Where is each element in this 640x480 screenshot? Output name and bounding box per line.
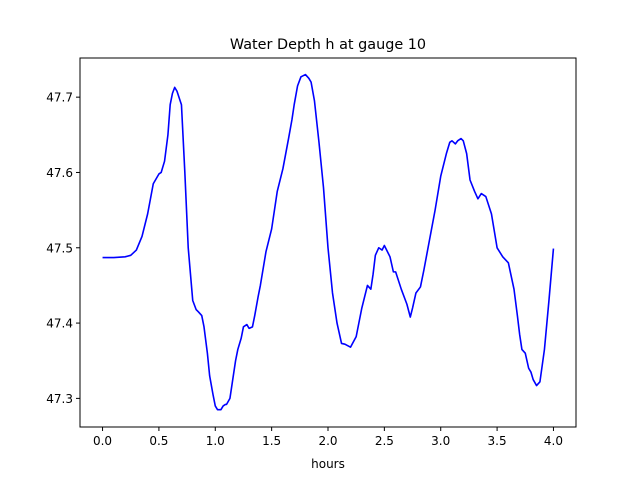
x-tick-label: 3.0	[431, 434, 450, 448]
x-tick-label: 4.0	[544, 434, 563, 448]
x-tick-label: 3.5	[488, 434, 507, 448]
x-tick-label: 2.5	[375, 434, 394, 448]
y-tick-label: 47.5	[46, 241, 73, 255]
x-tick-label: 1.5	[262, 434, 281, 448]
chart-title: Water Depth h at gauge 10	[230, 37, 426, 53]
x-tick-label: 2.0	[318, 434, 337, 448]
series-group	[102, 73, 555, 411]
x-tick-label: 1.0	[206, 434, 225, 448]
y-tick-label: 47.4	[46, 317, 73, 331]
x-axis-label: hours	[311, 457, 345, 471]
x-tick-label: 0.0	[93, 434, 112, 448]
y-tick-label: 47.7	[46, 91, 73, 105]
y-tick-label: 47.6	[46, 166, 73, 180]
series-line	[102, 73, 555, 411]
y-tick-label: 47.3	[46, 392, 73, 406]
y-axis: 47.3 47.4 47.5 47.6 47.7	[46, 91, 80, 406]
x-axis: 0.0 0.5 1.0 1.5 2.0 2.5 3.0 3.5 4.0	[93, 427, 563, 448]
x-tick-label: 0.5	[149, 434, 168, 448]
